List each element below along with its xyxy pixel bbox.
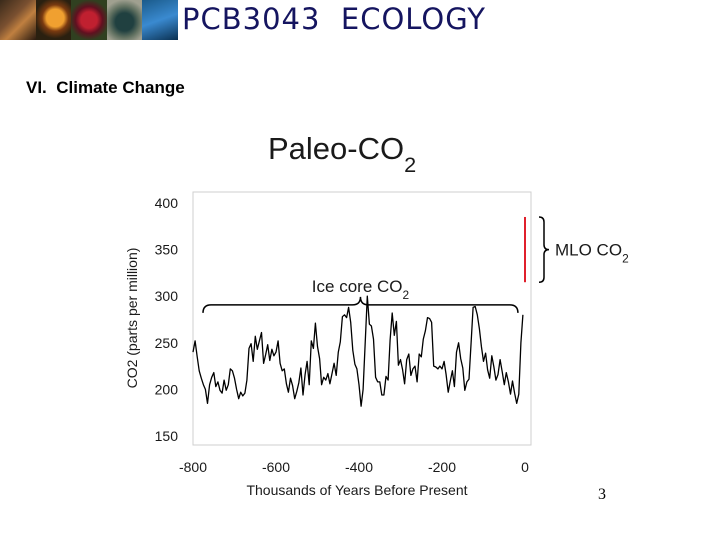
- x-tick-label: -200: [428, 459, 456, 475]
- y-tick-label: 150: [155, 428, 179, 444]
- section-title: VI. Climate Change: [26, 78, 185, 97]
- x-axis-label: Thousands of Years Before Present: [246, 482, 467, 498]
- ice-core-brace: [202, 296, 519, 313]
- y-tick-label: 400: [155, 195, 179, 211]
- y-axis-label: CO2 (parts per million): [124, 248, 140, 389]
- mushroom-photo: [35, 0, 72, 40]
- x-tick-label: -600: [262, 459, 290, 475]
- mlo-label: MLO CO2: [555, 241, 629, 266]
- beetle-photo: [106, 0, 143, 40]
- photo-strip: [0, 0, 178, 40]
- ice-core-co2-line: [192, 295, 524, 407]
- red-fungus-photo: [71, 0, 107, 40]
- y-tick-label: 200: [155, 381, 179, 397]
- header-banner: PCB3043 ECOLOGY: [0, 0, 720, 40]
- mlo-brace: [538, 216, 550, 283]
- x-tick-label: -400: [345, 459, 373, 475]
- y-tick-label: 250: [155, 335, 179, 351]
- plot-frame: [192, 191, 532, 446]
- x-tick-label: 0: [521, 459, 529, 475]
- course-title: PCB3043 ECOLOGY: [182, 2, 486, 36]
- chart-title: Paleo-CO2: [268, 131, 416, 177]
- y-tick-label: 300: [155, 288, 179, 304]
- frog-photo: [142, 0, 178, 40]
- x-tick-label: -800: [179, 459, 207, 475]
- y-tick-label: 350: [155, 242, 179, 258]
- x-axis: -800 -600 -400 -200 0: [179, 459, 529, 475]
- y-axis: 150 200 250 300 350 400: [155, 195, 179, 444]
- page-number: 3: [598, 486, 606, 503]
- leaf-photo: [0, 0, 36, 40]
